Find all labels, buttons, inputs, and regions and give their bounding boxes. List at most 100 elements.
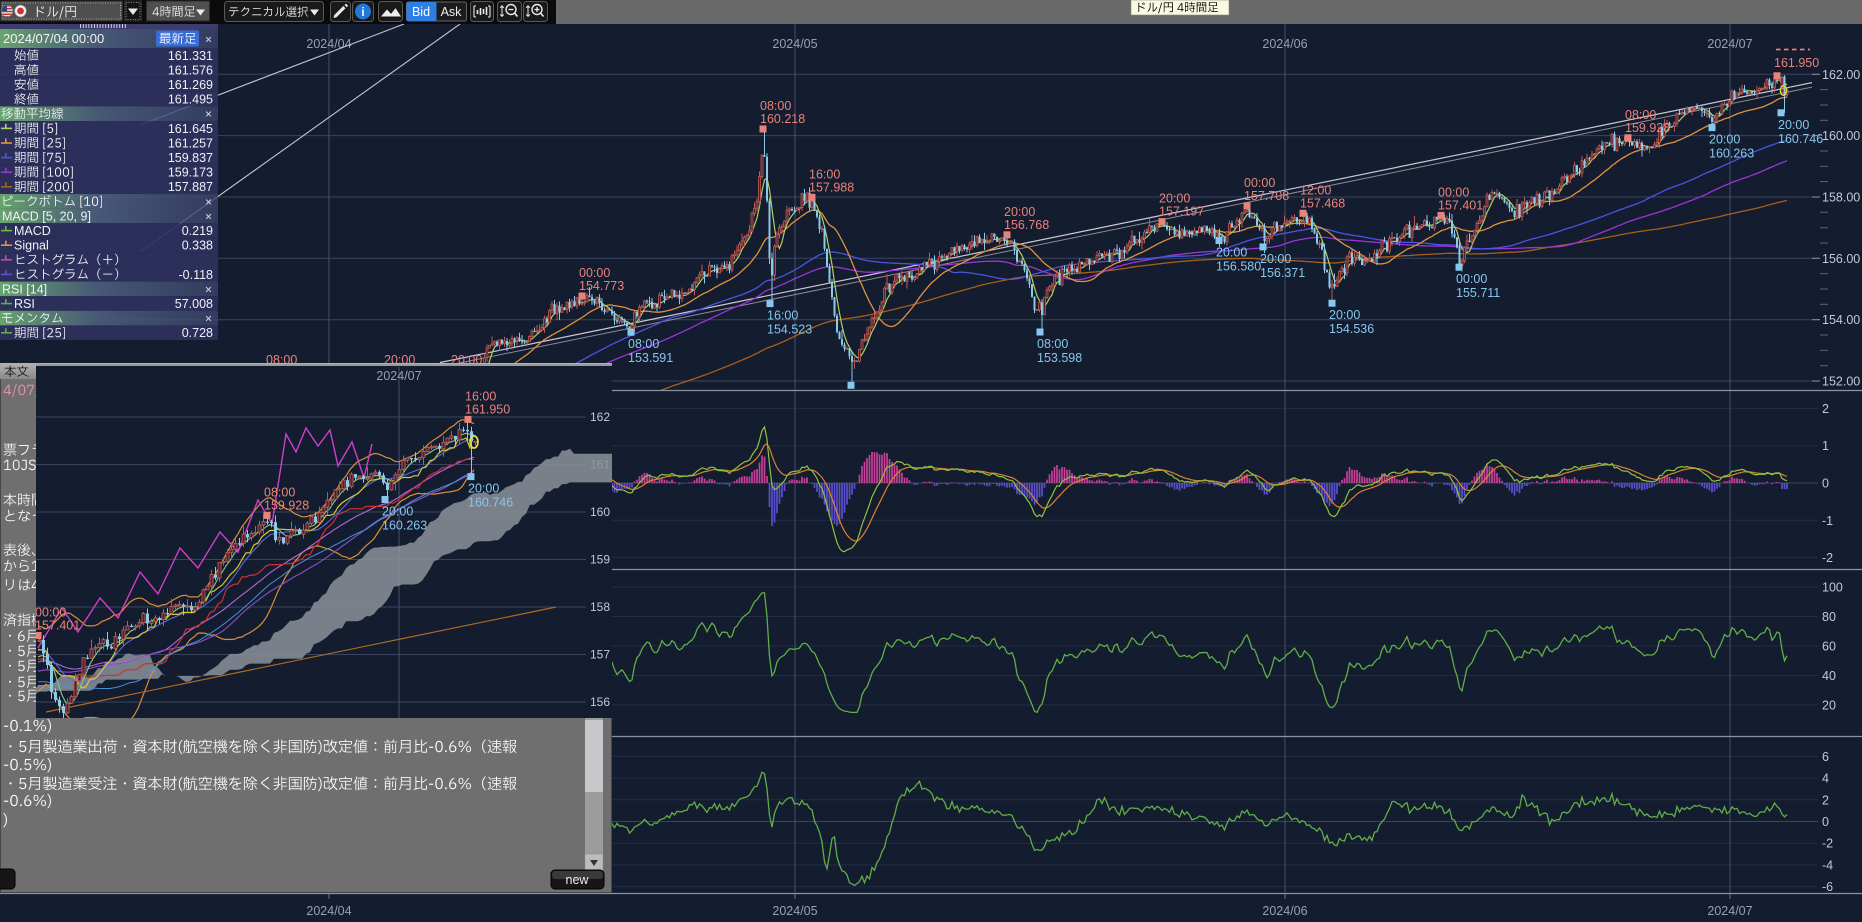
svg-text:20: 20 [1822,699,1836,713]
svg-text:2: 2 [1822,793,1829,807]
svg-text:156.768: 156.768 [1004,218,1049,232]
svg-text:20:00: 20:00 [1709,133,1740,147]
svg-text:00:00: 00:00 [1244,176,1275,190]
svg-text:157: 157 [590,648,610,662]
svg-text:160: 160 [590,505,610,519]
svg-text:159: 159 [590,553,610,567]
svg-text:00:00: 00:00 [36,606,66,620]
svg-text:×: × [205,209,212,223]
svg-text:20:00: 20:00 [382,505,413,519]
svg-text:161.950: 161.950 [1774,56,1819,70]
svg-text:160.263: 160.263 [1709,147,1754,161]
svg-text:×: × [205,282,212,296]
svg-text:2024/07: 2024/07 [1707,904,1752,918]
svg-text:1: 1 [1822,439,1829,453]
svg-text:57.008: 57.008 [175,297,213,311]
svg-text:16:00: 16:00 [465,389,496,403]
svg-text:20:00: 20:00 [1159,192,1190,206]
svg-text:161.576: 161.576 [168,63,213,77]
svg-text:4: 4 [1822,772,1829,786]
svg-text:155.711: 155.711 [1456,286,1500,300]
svg-text:2024/05: 2024/05 [772,37,817,51]
svg-text:08:00: 08:00 [1037,337,1068,351]
svg-text:×: × [205,33,212,47]
svg-text:156: 156 [590,695,610,709]
svg-text:2024/04: 2024/04 [306,904,351,918]
svg-text:-2: -2 [1822,837,1833,851]
svg-text:MACD [5, 20, 9]: MACD [5, 20, 9] [2,209,91,223]
svg-text:153.591: 153.591 [628,351,673,365]
svg-text:161.645: 161.645 [168,122,213,136]
svg-text:159.837: 159.837 [168,151,213,165]
svg-text:0: 0 [1822,477,1829,491]
svg-text:159.928: 159.928 [264,498,309,512]
svg-text:new: new [566,873,590,887]
svg-text:×: × [205,312,212,326]
svg-text:156.371: 156.371 [1260,266,1305,280]
svg-text:60: 60 [1822,640,1836,654]
svg-text:20:00: 20:00 [468,482,499,496]
svg-text:159.173: 159.173 [168,166,213,180]
svg-text:20:00: 20:00 [1216,246,1247,260]
svg-text:0.728: 0.728 [182,326,213,340]
svg-text:2024/07/04 00:00: 2024/07/04 00:00 [3,31,104,46]
svg-text:16:00: 16:00 [809,167,840,181]
svg-text:157.401: 157.401 [1438,198,1483,212]
svg-text:Signal: Signal [14,239,49,253]
svg-text:08:00: 08:00 [760,99,791,113]
svg-text:0: 0 [1822,815,1829,829]
svg-text:-4: -4 [1822,858,1833,872]
svg-text:2024/07: 2024/07 [1707,37,1752,51]
svg-text:20:00: 20:00 [1778,118,1809,132]
svg-text:162: 162 [590,410,610,424]
svg-text:00:00: 00:00 [1438,185,1469,199]
svg-text:MACD: MACD [14,224,51,238]
svg-text:2024/04: 2024/04 [306,37,351,51]
svg-text:157.988: 157.988 [809,180,854,194]
svg-text:154.773: 154.773 [579,279,624,293]
svg-text:6: 6 [1822,750,1829,764]
svg-text:154.523: 154.523 [767,323,812,337]
svg-text:154.536: 154.536 [1329,322,1374,336]
svg-text:158: 158 [590,600,610,614]
svg-text:08:00: 08:00 [628,337,659,351]
svg-text:16:00: 16:00 [767,309,798,323]
svg-text:20:00: 20:00 [1260,252,1291,266]
svg-text:Ask: Ask [441,5,463,19]
svg-text:i: i [361,7,364,19]
svg-text:160.746: 160.746 [468,496,513,510]
svg-text:×: × [205,107,212,121]
svg-text:0.219: 0.219 [182,224,213,238]
svg-text:×: × [205,195,212,209]
svg-text:-1: -1 [1822,514,1833,528]
svg-text:161.331: 161.331 [168,49,213,63]
svg-text:158.00: 158.00 [1822,191,1860,205]
svg-text:RSI: RSI [14,297,35,311]
svg-text:2024/05: 2024/05 [772,904,817,918]
svg-text:161.495: 161.495 [168,93,213,107]
svg-text:0.338: 0.338 [182,239,213,253]
svg-text:2024/06: 2024/06 [1262,904,1307,918]
svg-text:162.00: 162.00 [1822,68,1860,82]
svg-text:00:00: 00:00 [579,266,610,280]
svg-text:156.580: 156.580 [1216,260,1261,274]
svg-text:40: 40 [1822,669,1836,683]
svg-text:161.257: 161.257 [168,136,213,150]
svg-text:-6: -6 [1822,880,1833,894]
svg-text:RSI [14]: RSI [14] [2,282,47,296]
svg-text:157.708: 157.708 [1244,189,1289,203]
svg-text:2: 2 [1822,402,1829,416]
svg-text:20:00: 20:00 [1329,308,1360,322]
svg-text:153.598: 153.598 [1037,351,1082,365]
svg-text:80: 80 [1822,610,1836,624]
svg-text:-0.118: -0.118 [178,268,213,282]
svg-text:157.887: 157.887 [168,180,213,194]
svg-text:2024/06: 2024/06 [1262,37,1307,51]
svg-text:159.928: 159.928 [1625,121,1670,135]
svg-text:154.00: 154.00 [1822,313,1860,327]
svg-text:157.197: 157.197 [1159,205,1204,219]
svg-text:161.269: 161.269 [168,78,213,92]
svg-text:152.00: 152.00 [1822,375,1860,389]
svg-text:160.218: 160.218 [760,112,805,126]
svg-text:Bid: Bid [412,5,430,19]
